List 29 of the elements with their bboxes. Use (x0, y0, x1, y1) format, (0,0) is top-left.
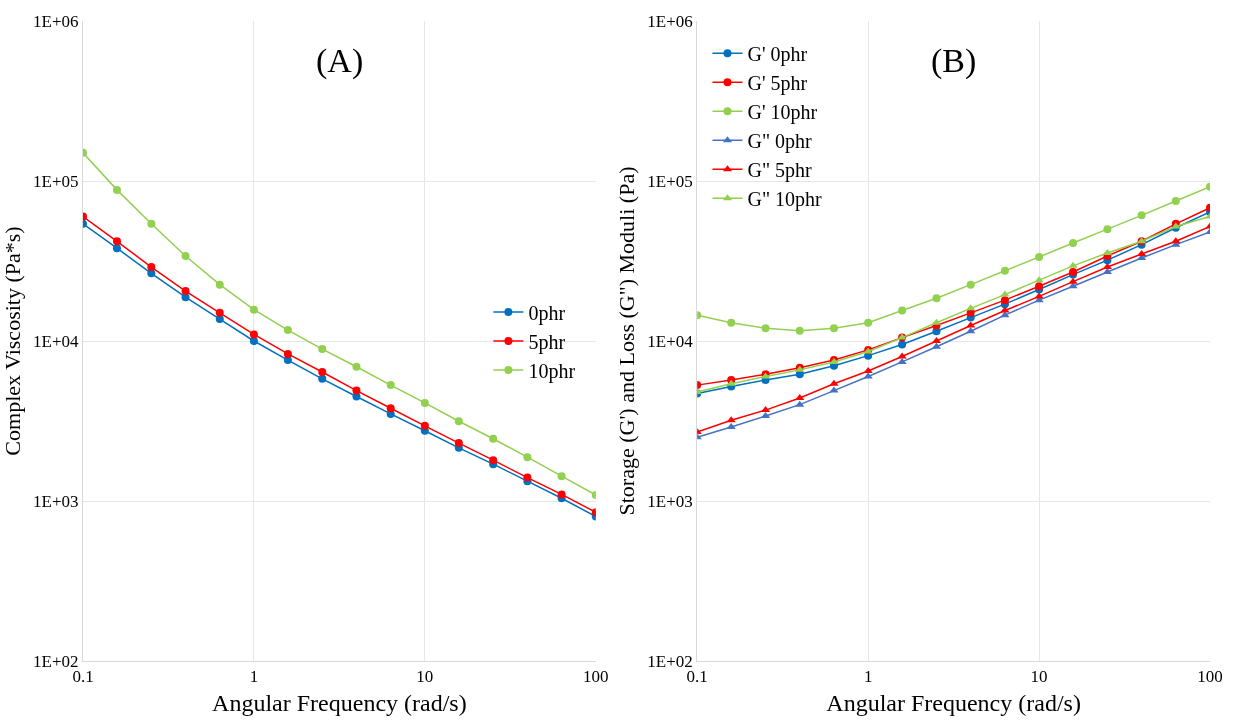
y-axis-title: Complex Viscosity (Pa*s) (0, 226, 25, 456)
x-tick-label: 10 (1030, 667, 1048, 687)
y-tick-label: 1E+05 (647, 171, 693, 191)
x-tick-label: 1 (863, 667, 873, 687)
y-tick-label: 1E+04 (33, 331, 80, 351)
legend-label: G" 10phr (747, 188, 823, 212)
y-tick-label: 1E+05 (33, 171, 79, 191)
y-tick-label: 1E+06 (33, 11, 79, 31)
x-tick-label: 100 (1197, 667, 1223, 687)
x-axis-title: Angular Frequency (rad/s) (212, 689, 467, 716)
text: (A) (316, 42, 364, 80)
legend-label: G' 0phr (747, 43, 808, 67)
legend-label: 10phr (528, 359, 576, 383)
legend-label: G" 0phr (747, 130, 813, 154)
x-tick-label: 10 (416, 667, 434, 687)
legend-label: G" 5phr (747, 159, 813, 183)
legend-label: G' 10phr (747, 101, 818, 125)
x-tick-label: 1 (249, 667, 259, 687)
x-tick-label: 100 (583, 667, 609, 687)
legend-label: 0phr (528, 301, 566, 325)
y-tick-label: 1E+03 (647, 491, 693, 511)
y-tick-label: 1E+06 (647, 11, 693, 31)
x-axis-title: Angular Frequency (rad/s) (826, 689, 1081, 716)
y-tick-label: 1E+04 (647, 331, 694, 351)
y-axis-title: Storage (G') and Loss (G") Moduli (Pa) (614, 166, 640, 516)
y-tick-label: 1E+03 (33, 491, 79, 511)
legend-label: G' 5phr (747, 72, 808, 96)
legend-label: 5phr (528, 330, 566, 354)
text: (B) (931, 42, 977, 80)
